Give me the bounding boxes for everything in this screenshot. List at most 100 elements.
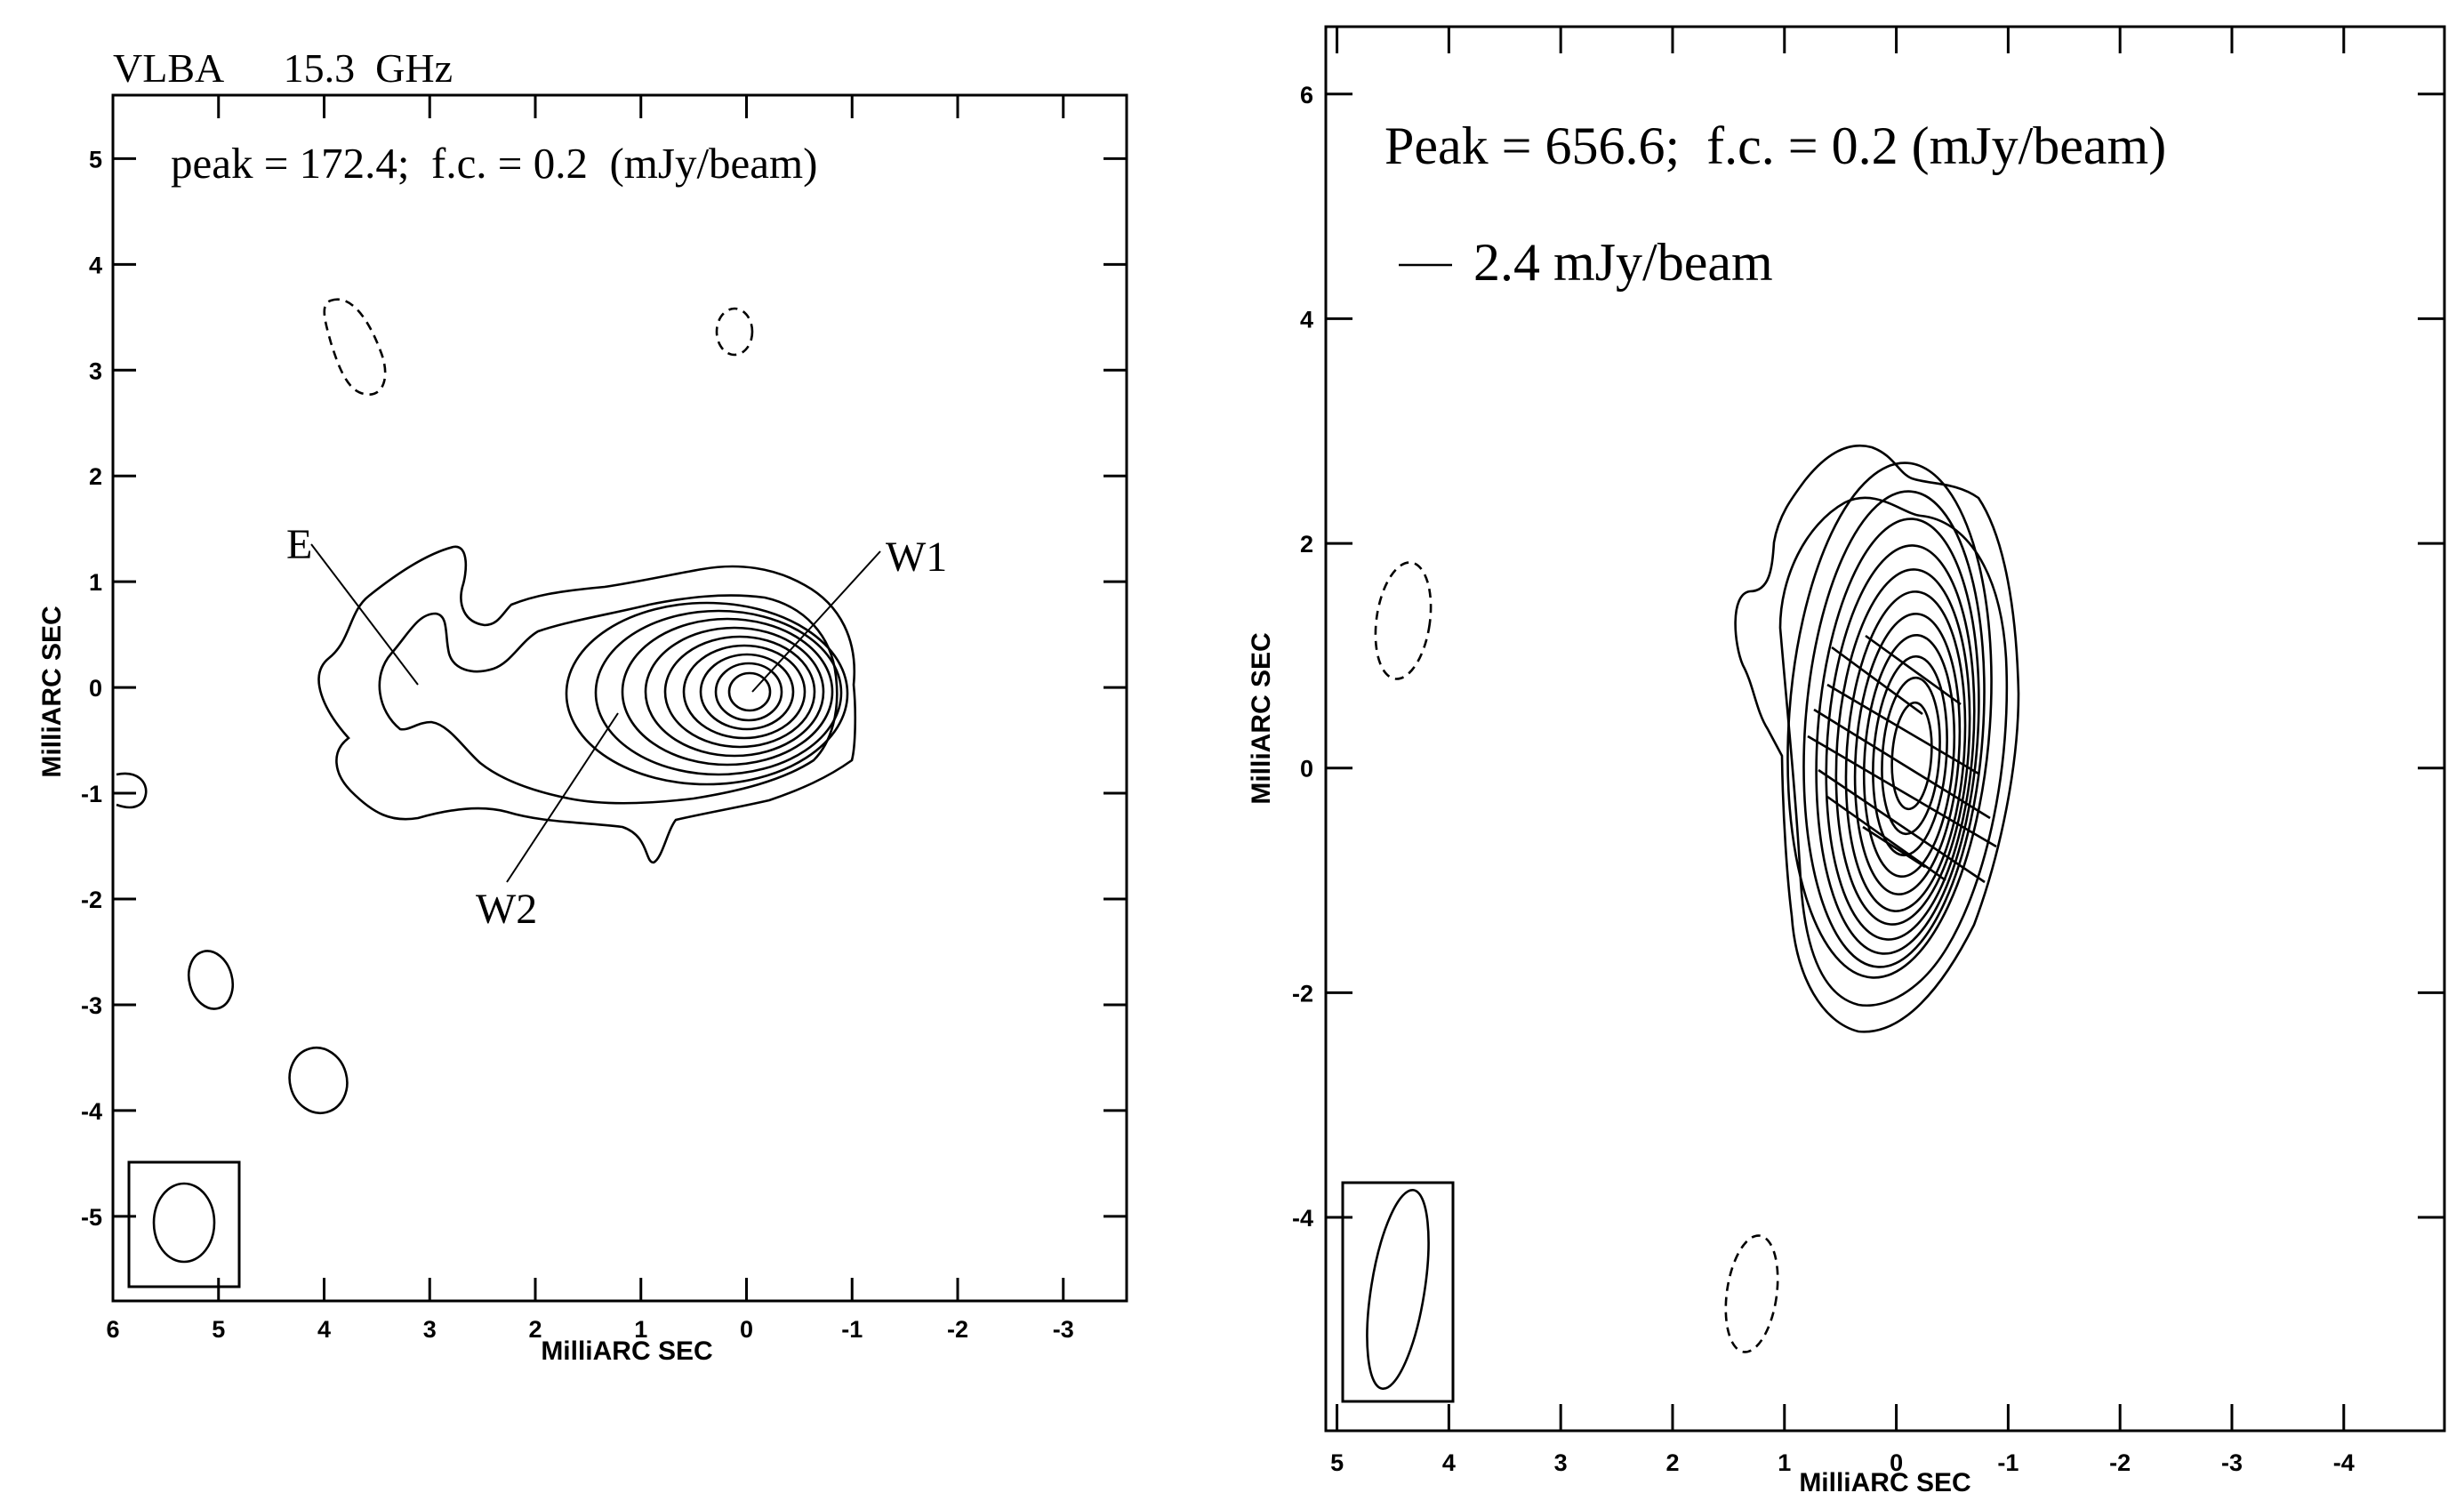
left-y-tick-label: -4 <box>81 1098 102 1125</box>
left-negative-contour-1 <box>323 298 387 396</box>
right-beam-box <box>1341 1181 1455 1403</box>
right-x-axis-label: MilliARC SEC <box>1799 1468 1970 1497</box>
left-contour-9 <box>699 653 795 731</box>
right-y-tick-label: 4 <box>1300 306 1313 333</box>
pol-vector <box>1826 683 1979 775</box>
right-contour-outer <box>1734 445 2020 1033</box>
left-negative-contour-2 <box>715 307 754 357</box>
component-label-w2: W2 <box>476 886 537 933</box>
component-label-e: E <box>286 521 312 568</box>
component-leader-w1 <box>751 550 881 693</box>
left-contour-edge-blob <box>116 772 148 809</box>
left-title: VLBA 15.3 GHz <box>113 45 453 91</box>
left-x-tick-label: -3 <box>1053 1316 1074 1343</box>
left-x-axis-label: MilliARC SEC <box>541 1336 712 1366</box>
left-y-tick-label: -3 <box>81 992 102 1019</box>
right-x-tick-label: 2 <box>1665 1449 1679 1476</box>
right-beam-ellipse <box>1366 1188 1430 1391</box>
left-y-tick-label: 2 <box>89 463 102 490</box>
pol-vector <box>1818 768 1986 884</box>
left-y-tick-label: 1 <box>89 569 102 596</box>
right-x-tick-label: -2 <box>2109 1449 2131 1476</box>
right-peak-annotation: Peak = 656.6; f.c. = 0.2 (mJy/beam) <box>1384 116 2166 175</box>
left-y-tick-label: -1 <box>81 781 102 807</box>
left-y-tick-label: 0 <box>89 675 102 702</box>
right-plot-frame <box>1324 25 2446 1433</box>
left-component-labels: E W1 W2 <box>286 521 947 933</box>
right-y-tick-label: 2 <box>1300 531 1313 558</box>
right-y-axis-label: MilliARC SEC <box>1247 632 1276 804</box>
left-contour-10 <box>714 662 783 722</box>
left-x-tick-label: 2 <box>528 1316 542 1343</box>
right-negative-contour-2 <box>1724 1234 1779 1353</box>
right-negative-contour-1 <box>1374 561 1433 680</box>
left-y-tick-label: -5 <box>81 1204 102 1231</box>
left-contour-3 <box>565 601 849 786</box>
right-contour-6 <box>1825 544 1976 941</box>
right-y-tick-label: -2 <box>1292 980 1313 1007</box>
left-contour-8 <box>682 644 807 740</box>
left-contour-4 <box>594 609 843 776</box>
right-x-tick-label: 1 <box>1778 1449 1791 1476</box>
left-y-tick-label: 5 <box>89 146 102 173</box>
right-y-tick-label: -4 <box>1292 1205 1313 1232</box>
left-panel: VLBA 15.3 GHz peak = 172.4; f.c. = 0.2 (… <box>37 45 1128 1366</box>
left-contour-5 <box>621 617 834 767</box>
component-leader-w2 <box>506 712 619 883</box>
left-contours <box>116 298 857 1114</box>
left-beam-ellipse <box>152 1182 216 1264</box>
left-contour-11 <box>727 671 772 712</box>
left-contour-2 <box>378 594 839 805</box>
right-contour-5 <box>1815 518 1980 955</box>
left-x-tick-label: -1 <box>841 1316 863 1343</box>
left-y-axis-label: MilliARC SEC <box>37 606 67 777</box>
left-contour-blob-2 <box>288 1047 349 1114</box>
left-contour-outer <box>317 545 857 864</box>
right-x-tick-label: -1 <box>1997 1449 2019 1476</box>
right-contour-13 <box>1890 701 1933 811</box>
left-peak-annotation: peak = 172.4; f.c. = 0.2 (mJy/beam) <box>171 139 818 188</box>
left-x-tick-label: 0 <box>740 1316 753 1343</box>
right-x-tick-label: 4 <box>1442 1449 1456 1476</box>
left-y-ticks: 5 4 3 2 1 0 -1 -2 -3 -4 -5 <box>81 146 1127 1231</box>
polarization-vectors <box>1807 634 1997 884</box>
left-contour-6 <box>644 626 825 758</box>
pol-vector <box>1831 646 1923 716</box>
right-x-ticks: 5 4 3 2 1 0 -1 -2 -3 -4 <box>1330 27 2355 1476</box>
pol-vector <box>1807 734 1997 848</box>
right-x-tick-label: 3 <box>1554 1449 1568 1476</box>
left-plot-frame <box>111 93 1128 1303</box>
left-contour-blob-1 <box>187 950 235 1010</box>
left-contour-7 <box>663 635 816 749</box>
right-y-tick-label: 6 <box>1300 82 1313 108</box>
component-label-w1: W1 <box>886 534 947 581</box>
left-y-tick-label: 3 <box>89 357 102 384</box>
left-y-tick-label: -2 <box>81 887 102 913</box>
right-contour-7 <box>1834 568 1971 926</box>
right-y-tick-label: 0 <box>1300 756 1313 783</box>
left-x-tick-label: 4 <box>317 1316 331 1343</box>
right-x-tick-label: -4 <box>2333 1449 2355 1476</box>
pol-vector <box>1813 708 1991 820</box>
left-beam-box <box>127 1160 241 1288</box>
left-x-ticks: 6 5 4 3 2 1 0 -1 -2 -3 <box>106 95 1074 1343</box>
right-y-ticks: 6 4 2 0 -2 -4 <box>1292 82 2444 1232</box>
right-contour-8 <box>1844 590 1967 912</box>
left-x-tick-label: 5 <box>212 1316 225 1343</box>
left-x-tick-label: 3 <box>423 1316 437 1343</box>
left-x-tick-label: 1 <box>634 1316 647 1343</box>
right-contour-12 <box>1881 676 1941 836</box>
pol-vector <box>1865 634 1962 706</box>
right-x-tick-label: -3 <box>2221 1449 2243 1476</box>
right-x-tick-label: 5 <box>1330 1449 1344 1476</box>
right-contour-4 <box>1802 490 1986 968</box>
right-contour-9 <box>1853 613 1962 895</box>
left-x-tick-label: -2 <box>947 1316 968 1343</box>
right-x-tick-label: 0 <box>1890 1449 1903 1476</box>
right-contour-3 <box>1786 462 1993 979</box>
pol-vector <box>1826 795 1946 882</box>
right-contour-11 <box>1872 654 1948 857</box>
left-y-tick-label: 4 <box>89 252 102 278</box>
right-contours <box>1374 445 2020 1353</box>
